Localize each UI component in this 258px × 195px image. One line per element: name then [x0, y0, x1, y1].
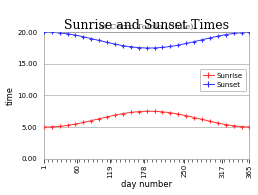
Text: at Cerro Tololo (Chile): at Cerro Tololo (Chile): [99, 23, 194, 31]
Legend: Sunrise, Sunset: Sunrise, Sunset: [200, 69, 246, 91]
X-axis label: day number: day number: [121, 180, 172, 190]
Title: Sunrise and Sunset Times: Sunrise and Sunset Times: [64, 19, 229, 32]
Y-axis label: time: time: [6, 86, 14, 105]
